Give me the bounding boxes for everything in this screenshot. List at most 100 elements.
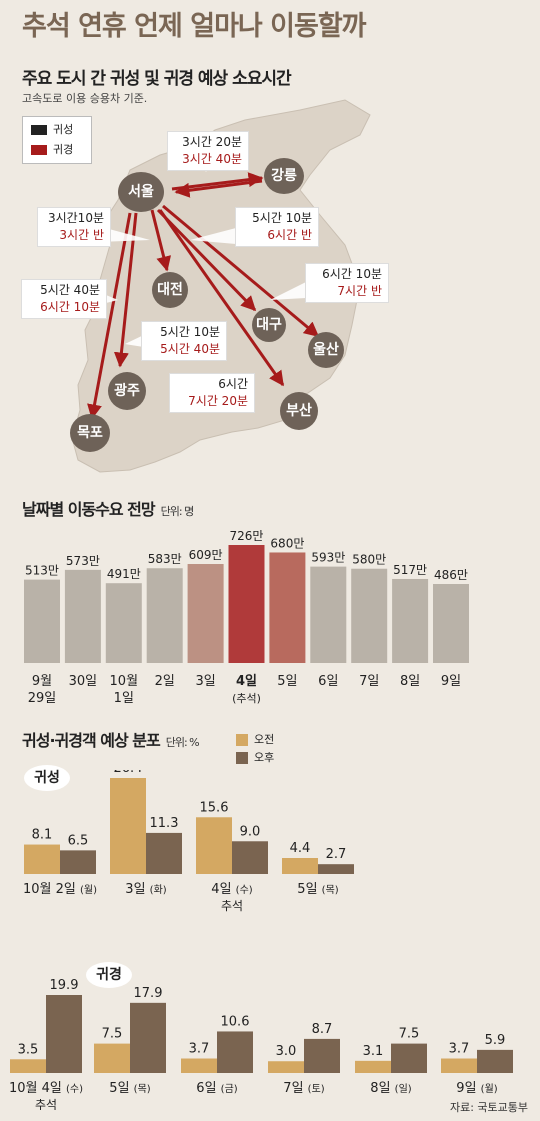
down-value-label: 8.1 — [32, 828, 53, 843]
city-mokpo: 목포 — [70, 414, 110, 452]
down-value-label: 4.4 — [290, 841, 311, 856]
down-chart: 8.1 6.5 10월 2일 (월) 26.4 11.3 3일 (화) 15.6 9.0 4일 … — [23, 770, 354, 913]
demand-bar — [433, 584, 469, 663]
demand-category-label: 2일 — [155, 674, 175, 689]
time-down-mokpo: 5시간 40분 — [40, 283, 100, 297]
city-seoul: 서울 — [118, 172, 164, 212]
time-down-gangneung: 3시간 20분 — [182, 135, 242, 149]
up-bar — [355, 1060, 391, 1073]
time-up-daejeon: 3시간 반 — [59, 228, 104, 242]
callout-pointer-daegu — [190, 228, 236, 244]
route-ulsan — [162, 204, 320, 338]
route-daejeon — [150, 209, 172, 272]
up-bar — [441, 1058, 477, 1073]
demand-value-label: 486만 — [434, 568, 468, 582]
up-bar — [477, 1049, 513, 1073]
up-bar — [181, 1058, 217, 1073]
down-value-label: 9.0 — [240, 824, 261, 839]
demand-bar — [310, 566, 347, 663]
up-value-label: 17.9 — [134, 986, 163, 1001]
callout-pointer-ulsan — [270, 282, 306, 300]
time-box-ulsan: 6시간 10분 7시간 반 — [306, 264, 388, 302]
up-category-label: 6일 (금) — [196, 1081, 237, 1096]
up-category-label: 9일 (월) — [456, 1081, 497, 1096]
demand-category-label: 8일 — [400, 674, 420, 689]
down-value-label: 6.5 — [68, 833, 89, 848]
legend-item-am: 오전 — [236, 731, 274, 749]
up-category-label: 5일 (목) — [109, 1081, 150, 1096]
down-value-label: 26.4 — [114, 770, 143, 776]
demand-bar — [146, 568, 183, 663]
up-note-label: 추석 — [35, 1098, 57, 1110]
demand-value-label: 491만 — [107, 567, 141, 581]
demand-chart: 513만 9월 29일 573만 30일 491만 10월 1일 583만 2일 609만 3일 726… — [24, 529, 469, 706]
up-value-label: 3.7 — [449, 1041, 470, 1056]
up-chart: 3.5 19.9 10월 4일 (수) 추석 7.5 17.9 5일 (목) 3.7 10.6 6… — [9, 978, 513, 1110]
down-bar — [146, 832, 182, 874]
up-value-label: 3.1 — [363, 1044, 384, 1059]
demand-bar — [187, 564, 224, 663]
up-value-label: 8.7 — [312, 1022, 333, 1037]
legend-label-down: 귀성 — [53, 123, 74, 136]
legend-swatch-down — [31, 125, 47, 135]
route-daegu — [156, 208, 257, 312]
demand-value-label: 593만 — [311, 551, 345, 565]
time-box-gangneung: 3시간 20분 3시간 40분 — [168, 132, 248, 170]
main-title: 추석 연휴 언제 얼마나 이동할까 — [22, 11, 367, 42]
demand-bar — [351, 568, 388, 663]
up-bar — [217, 1031, 253, 1073]
demand-value-label: 609만 — [189, 548, 223, 562]
demand-category-label: 9월 — [32, 674, 52, 689]
up-value-label: 5.9 — [485, 1033, 506, 1048]
route-busan — [158, 209, 285, 387]
city-ulsan: 울산 — [308, 332, 344, 368]
demand-category-label: 9일 — [441, 674, 461, 689]
legend-swatch-pm — [236, 752, 248, 764]
down-bar — [60, 850, 96, 874]
city-gangneung: 강릉 — [264, 158, 304, 194]
down-category-label: 10월 2일 (월) — [23, 882, 97, 897]
time-down-busan: 6시간 — [218, 377, 248, 391]
up-bar — [391, 1043, 427, 1073]
time-down-gwangju: 5시간 10분 — [160, 325, 220, 339]
up-bar — [10, 1059, 46, 1073]
time-up-gangneung: 3시간 40분 — [182, 152, 242, 166]
demand-bar — [269, 552, 306, 663]
demand-category-label: 30일 — [69, 674, 98, 689]
down-category-label: 5일 (목) — [297, 882, 338, 897]
time-down-daegu: 5시간 10분 — [252, 211, 312, 225]
map-section-title: 주요 도시 간 귀성 및 귀경 예상 소요시간 — [22, 69, 292, 89]
city-gwangju: 광주 — [108, 372, 146, 410]
demand-bar — [228, 545, 265, 663]
map-section-subtitle: 고속도로 이용 승용차 기준. — [22, 92, 148, 105]
demand-section-title: 날짜별 이동수요 전망 단위: 명 — [22, 496, 195, 520]
city-busan: 부산 — [280, 392, 318, 430]
up-value-label: 19.9 — [50, 978, 79, 993]
legend-swatch-up — [31, 145, 47, 155]
down-bar — [282, 858, 318, 874]
legend-label-pm: 오후 — [254, 751, 275, 764]
down-note-label: 추석 — [221, 899, 243, 913]
down-bar — [196, 817, 232, 874]
demand-bar — [392, 578, 429, 663]
time-box-busan: 6시간 7시간 20분 — [170, 374, 254, 412]
distribution-unit: 단위: % — [165, 736, 200, 749]
down-category-label: 4일 (수) — [211, 882, 252, 897]
city-daejeon: 대전 — [152, 272, 188, 308]
demand-category-label: 29일 — [28, 691, 57, 706]
demand-category-label: 6일 — [318, 674, 338, 689]
down-bar — [24, 844, 60, 874]
distribution-legend: 오전 오후 — [236, 731, 274, 767]
up-bar — [46, 995, 82, 1073]
demand-category-label: 3일 — [195, 674, 215, 689]
up-category-label: 7일 (토) — [283, 1081, 324, 1096]
down-value-label: 2.7 — [326, 847, 347, 862]
demand-category-label: 4일 — [236, 674, 257, 689]
time-up-busan: 7시간 20분 — [188, 394, 248, 408]
time-up-daegu: 6시간 반 — [267, 228, 312, 242]
down-bar — [110, 778, 146, 874]
demand-unit: 단위: 명 — [160, 505, 195, 518]
distribution-title-text: 귀성·귀경객 예상 분포 — [22, 731, 161, 750]
up-category-label: 8일 (일) — [370, 1081, 411, 1096]
time-up-gwangju: 5시간 40분 — [160, 342, 220, 356]
